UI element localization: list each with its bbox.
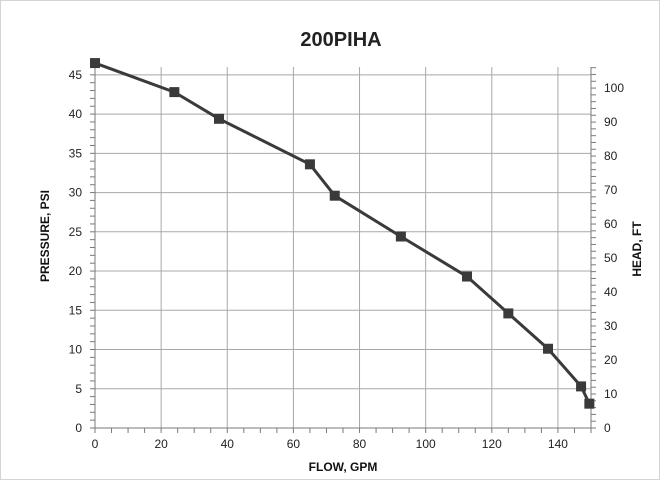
data-point-marker — [329, 190, 340, 201]
data-point-marker — [584, 398, 595, 409]
axes — [90, 66, 596, 433]
data-point-marker — [90, 58, 100, 69]
x-tick-label: 60 — [287, 437, 301, 451]
data-point-marker — [543, 343, 554, 354]
y2-axis-title: HEAD, FT — [630, 221, 644, 277]
chart-frame: 200PIHA 0 20 40 60 80 100 120 140 0 5 10 15 20 25 30 3… — [0, 0, 660, 480]
grid — [95, 67, 591, 428]
data-point-marker — [304, 159, 315, 170]
x-axis-ticks: 0 20 40 60 80 100 120 140 — [92, 437, 569, 451]
x-tick-label: 0 — [92, 437, 99, 451]
pump-curve-chart: 200PIHA 0 20 40 60 80 100 120 140 0510152025303… — [38, 29, 644, 474]
chart-title: 200PIHA — [300, 29, 381, 51]
x-tick-label: 80 — [353, 437, 367, 451]
y-tick-label: 10 — [69, 343, 83, 357]
y-tick-label: 30 — [69, 186, 83, 200]
left-y-axis-ticks: 0 5 10 15 20 25 30 35 40 45 — [69, 68, 83, 435]
x-tick-label: 120 — [482, 437, 502, 451]
x-tick-label: 140 — [548, 437, 568, 451]
y2-tick-label: 100 — [604, 81, 624, 95]
y-tick-label: 20 — [69, 264, 83, 278]
y2-tick-label: 20 — [604, 353, 618, 367]
x-tick-label: 100 — [416, 437, 436, 451]
y2-tick-label: 80 — [604, 149, 618, 163]
y2-tick-label: 50 — [604, 251, 618, 265]
y2-tick-label: 30 — [604, 319, 618, 333]
y2-tick-label: 10 — [604, 387, 618, 401]
y-axis-title: PRESSURE, PSI — [38, 190, 52, 282]
y2-tick-label: 40 — [604, 285, 618, 299]
data-point-marker — [395, 231, 406, 242]
y2-tick-label: 70 — [604, 183, 618, 197]
data-point-marker — [576, 381, 587, 392]
data-point-marker — [462, 271, 472, 282]
x-tick-label: 40 — [221, 437, 235, 451]
y-tick-label: 0 — [75, 421, 82, 435]
y-tick-label: 25 — [69, 225, 83, 239]
y-tick-label: 35 — [69, 146, 83, 160]
x-axis-title: FLOW, GPM — [309, 460, 378, 474]
y2-tick-label: 60 — [604, 217, 618, 231]
y-tick-label: 45 — [69, 68, 83, 82]
y2-tick-label: 90 — [604, 115, 618, 129]
y-tick-label: 15 — [69, 303, 83, 317]
y-tick-label: 5 — [75, 382, 82, 396]
data-point-marker — [169, 87, 180, 98]
y-tick-label: 40 — [69, 107, 83, 121]
data-point-marker — [503, 308, 514, 319]
series-group — [90, 58, 595, 409]
right-y-axis-ticks: 0 10 20 30 40 50 60 70 80 90 100 — [604, 81, 624, 435]
x-tick-label: 20 — [154, 437, 168, 451]
data-point-marker — [214, 113, 224, 124]
y2-tick-label: 0 — [604, 421, 611, 435]
